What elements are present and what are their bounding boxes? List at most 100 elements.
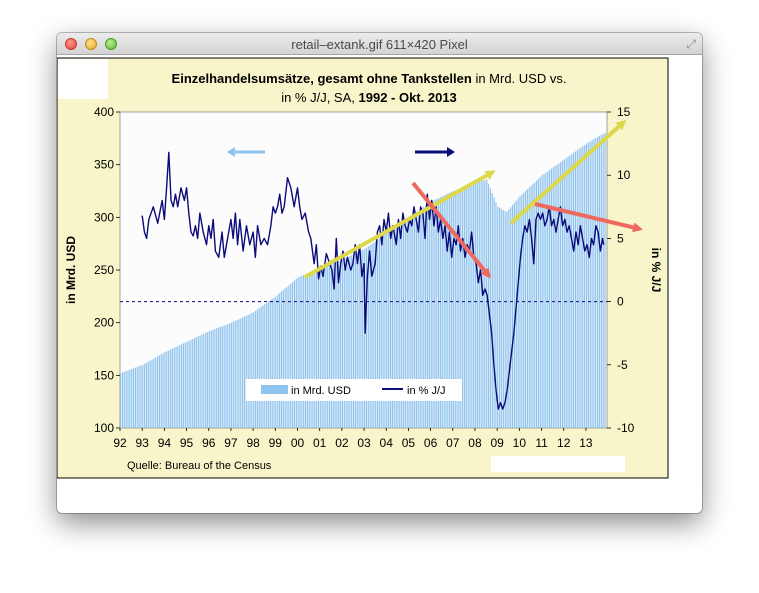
bar: [537, 178, 540, 428]
bar: [349, 255, 351, 428]
bar: [127, 370, 129, 428]
bar: [576, 150, 578, 428]
close-button[interactable]: [65, 38, 77, 50]
bar: [402, 221, 405, 428]
bar: [582, 146, 584, 428]
bar: [438, 198, 440, 428]
bar: [173, 347, 175, 428]
bar: [169, 349, 172, 428]
bar: [508, 209, 510, 428]
right-tick-label: 5: [617, 231, 624, 245]
bar: [480, 180, 482, 428]
bar: [395, 226, 397, 428]
bar: [266, 302, 268, 428]
bar: [193, 338, 196, 428]
bar: [602, 133, 604, 428]
bar: [552, 167, 554, 429]
bar: [203, 333, 205, 428]
bar: [149, 360, 151, 428]
right-tick-label: 10: [617, 168, 631, 182]
bar: [315, 269, 318, 428]
bar: [430, 201, 432, 428]
bar: [364, 248, 366, 428]
line-series: [141, 151, 605, 410]
window-titlebar[interactable]: retail–extank.gif 611×420 Pixel ⤢: [57, 33, 702, 55]
bar: [510, 207, 512, 428]
bar: [386, 233, 388, 428]
bar: [580, 147, 582, 429]
bar: [253, 312, 255, 428]
bar: [517, 198, 519, 428]
trend-arrow-flat: [534, 202, 643, 233]
bar: [469, 184, 471, 428]
x-tick-label: 05: [402, 436, 416, 450]
x-tick-label: 99: [269, 436, 283, 450]
chart-image: Einzelhandelsumsätze, gesamt ohne Tankst…: [57, 55, 702, 513]
x-tick-label: 93: [136, 436, 150, 450]
legend-line-label: in % J/J: [407, 385, 446, 397]
bar: [463, 186, 466, 428]
bar: [328, 264, 331, 428]
left-tick-label: 200: [94, 316, 114, 330]
x-tick-label: 13: [579, 436, 593, 450]
bar: [310, 271, 312, 428]
bar: [260, 306, 262, 428]
bar: [491, 193, 493, 428]
bar: [232, 321, 234, 428]
bar: [304, 274, 307, 428]
bar: [471, 183, 473, 428]
bar: [171, 348, 173, 428]
minimize-button[interactable]: [85, 38, 97, 50]
bar: [360, 250, 362, 428]
frame-bottom-patch: [491, 456, 625, 472]
bar: [330, 263, 332, 428]
fullscreen-icon[interactable]: ⤢: [686, 37, 696, 51]
bar: [243, 316, 246, 428]
bar: [519, 196, 521, 428]
bar: [547, 171, 549, 428]
bar: [351, 255, 353, 428]
left-tick-label: 250: [94, 263, 114, 277]
left-tick-label: 100: [94, 421, 114, 435]
preview-window: retail–extank.gif 611×420 Pixel ⤢ Einzel…: [57, 33, 702, 513]
zoom-button[interactable]: [105, 38, 117, 50]
bar: [147, 361, 149, 428]
bar: [138, 366, 140, 428]
bar: [341, 259, 344, 428]
bar: [412, 214, 414, 428]
x-tick-label: 94: [158, 436, 172, 450]
bar: [212, 329, 214, 428]
right-tick-label: -5: [617, 358, 628, 372]
bar: [347, 256, 349, 428]
x-tick-label: 11: [535, 436, 548, 450]
bar: [162, 353, 164, 428]
x-tick-label: 04: [380, 436, 394, 450]
bar: [565, 158, 567, 428]
bar: [558, 163, 560, 428]
bar: [593, 139, 595, 428]
bar: [181, 344, 183, 428]
bar: [399, 223, 401, 428]
bar: [338, 260, 340, 428]
bar: [476, 182, 479, 428]
bar: [425, 205, 427, 428]
bar: [473, 183, 475, 428]
bar: [282, 290, 284, 428]
bar: [227, 324, 229, 428]
bar: [445, 194, 447, 428]
bar: [323, 266, 325, 428]
bar: [256, 309, 259, 428]
bar: [432, 200, 434, 428]
bar: [214, 328, 216, 428]
bar: [125, 371, 127, 428]
bar: [151, 359, 153, 428]
bar: [454, 190, 456, 428]
bar: [499, 207, 501, 428]
bar: [197, 336, 199, 428]
bar: [236, 320, 238, 428]
title-bold-part: Einzelhandelsumsätze, gesamt ohne Tankst…: [172, 71, 472, 86]
bar: [123, 371, 125, 428]
bar: [377, 239, 379, 428]
bar: [186, 341, 188, 428]
bar: [536, 180, 538, 428]
